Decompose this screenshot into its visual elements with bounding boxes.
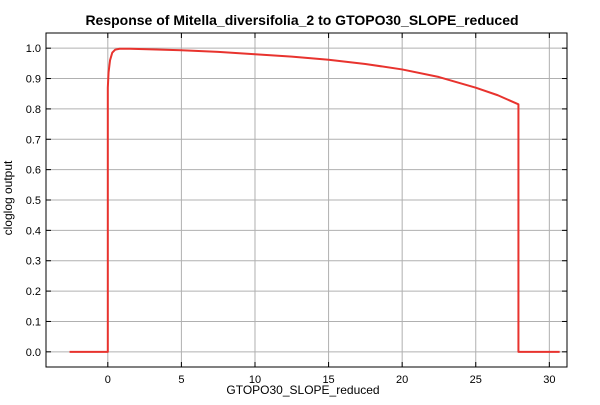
y-tick-label: 0.7: [26, 134, 41, 146]
x-tick-label: 25: [470, 374, 482, 386]
x-tick-label: 5: [178, 374, 184, 386]
response-curve-line: [69, 47, 560, 353]
y-tick-label: 0.3: [26, 256, 41, 268]
x-tick-label: 20: [396, 374, 408, 386]
series-layer: [69, 47, 560, 353]
x-axis-label: GTOPO30_SLOPE_reduced: [226, 383, 379, 397]
y-tick-label: 0.4: [26, 225, 41, 237]
x-tick-label: 30: [543, 374, 555, 386]
tick-layer: 0 5 10 15 20 25 30 0.0 0.1 0.2 0.3 0.4 0.5 0.6 0.7 0.8 0…: [26, 33, 567, 386]
y-tick-label: 0.6: [26, 165, 41, 177]
y-tick-label: 0.2: [26, 286, 41, 298]
y-tick-label: 1.0: [26, 43, 41, 55]
x-tick-label: 15: [322, 374, 334, 386]
y-tick-label: 0.5: [26, 195, 41, 207]
chart-title: Response of Mitella_diversifolia_2 to GT…: [85, 12, 518, 28]
x-tick-label: 0: [105, 374, 111, 386]
y-tick-label: 0.1: [26, 316, 41, 328]
x-tick-label: 10: [249, 374, 261, 386]
grid-layer: [46, 33, 567, 367]
y-tick-label: 0.8: [26, 104, 41, 116]
y-tick-label: 0.9: [26, 74, 41, 86]
y-tick-label: 0.0: [26, 347, 41, 359]
y-axis-label: cloglog output: [1, 160, 15, 235]
